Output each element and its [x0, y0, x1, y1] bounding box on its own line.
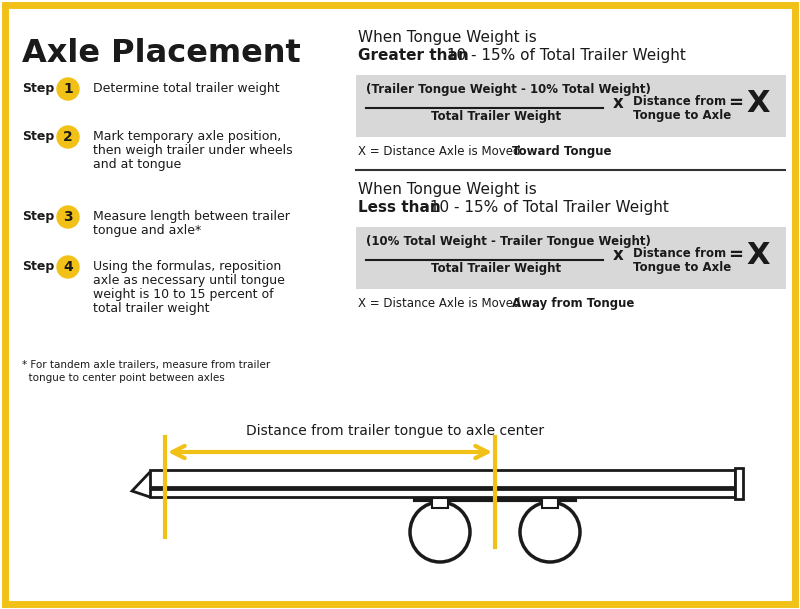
- Text: Greater than: Greater than: [358, 48, 469, 63]
- Circle shape: [57, 256, 79, 278]
- Text: (10% Total Weight - Trailer Tongue Weight): (10% Total Weight - Trailer Tongue Weigh…: [366, 235, 651, 248]
- Text: * For tandem axle trailers, measure from trailer: * For tandem axle trailers, measure from…: [22, 360, 270, 370]
- Text: x: x: [613, 94, 624, 112]
- Bar: [432, 498, 448, 508]
- Text: 10 - 15% of Total Trailer Weight: 10 - 15% of Total Trailer Weight: [425, 200, 669, 215]
- Text: Tongue to Axle: Tongue to Axle: [633, 261, 731, 274]
- Text: Away from Tongue: Away from Tongue: [512, 297, 634, 310]
- Text: total trailer weight: total trailer weight: [93, 302, 210, 315]
- Circle shape: [57, 78, 79, 100]
- Text: Total Trailer Weight: Total Trailer Weight: [431, 262, 561, 275]
- Text: When Tongue Weight is: When Tongue Weight is: [358, 182, 537, 197]
- Text: Axle Placement: Axle Placement: [22, 38, 301, 69]
- Bar: [735, 468, 743, 499]
- Text: Mark temporary axle position,: Mark temporary axle position,: [93, 130, 282, 143]
- Text: Less than: Less than: [358, 200, 441, 215]
- Text: Distance from trailer tongue to axle center: Distance from trailer tongue to axle cen…: [246, 424, 544, 438]
- Text: Toward Tongue: Toward Tongue: [512, 145, 611, 158]
- Text: tongue to center point between axles: tongue to center point between axles: [22, 373, 225, 383]
- Text: Total Trailer Weight: Total Trailer Weight: [431, 110, 561, 123]
- Text: (Trailer Tongue Weight - 10% Total Weight): (Trailer Tongue Weight - 10% Total Weigh…: [366, 83, 651, 96]
- Bar: [150, 470, 735, 487]
- Text: Step: Step: [22, 82, 54, 95]
- Text: Distance from: Distance from: [633, 247, 726, 260]
- Text: 1: 1: [63, 82, 73, 96]
- Text: X = Distance Axle is Moved: X = Distance Axle is Moved: [358, 145, 524, 158]
- Bar: [150, 489, 735, 497]
- Text: Measure length between trailer: Measure length between trailer: [93, 210, 290, 223]
- Circle shape: [57, 126, 79, 148]
- Text: 2: 2: [63, 130, 73, 144]
- Text: X = Distance Axle is Moved: X = Distance Axle is Moved: [358, 297, 524, 310]
- Text: and at tongue: and at tongue: [93, 158, 182, 171]
- Text: =: =: [728, 246, 743, 264]
- Text: then weigh trailer under wheels: then weigh trailer under wheels: [93, 144, 293, 157]
- Text: 10 - 15% of Total Trailer Weight: 10 - 15% of Total Trailer Weight: [442, 48, 686, 63]
- Text: When Tongue Weight is: When Tongue Weight is: [358, 30, 537, 45]
- Text: Determine total trailer weight: Determine total trailer weight: [93, 82, 280, 95]
- Bar: [542, 498, 558, 508]
- Text: Step: Step: [22, 130, 54, 143]
- Text: Distance from: Distance from: [633, 95, 726, 108]
- Text: 4: 4: [63, 260, 73, 274]
- Text: =: =: [728, 94, 743, 112]
- Text: weight is 10 to 15 percent of: weight is 10 to 15 percent of: [93, 288, 274, 301]
- Text: tongue and axle*: tongue and axle*: [93, 224, 202, 237]
- Bar: [356, 75, 786, 137]
- Bar: [356, 227, 786, 289]
- Text: Tongue to Axle: Tongue to Axle: [633, 109, 731, 122]
- Text: X: X: [746, 241, 770, 270]
- Text: x: x: [613, 246, 624, 264]
- Text: 3: 3: [63, 210, 73, 224]
- Text: Using the formulas, reposition: Using the formulas, reposition: [93, 260, 282, 273]
- Text: Step: Step: [22, 210, 54, 223]
- Text: Step: Step: [22, 260, 54, 273]
- Text: axle as necessary until tongue: axle as necessary until tongue: [93, 274, 285, 287]
- Text: X: X: [746, 88, 770, 118]
- Circle shape: [57, 206, 79, 228]
